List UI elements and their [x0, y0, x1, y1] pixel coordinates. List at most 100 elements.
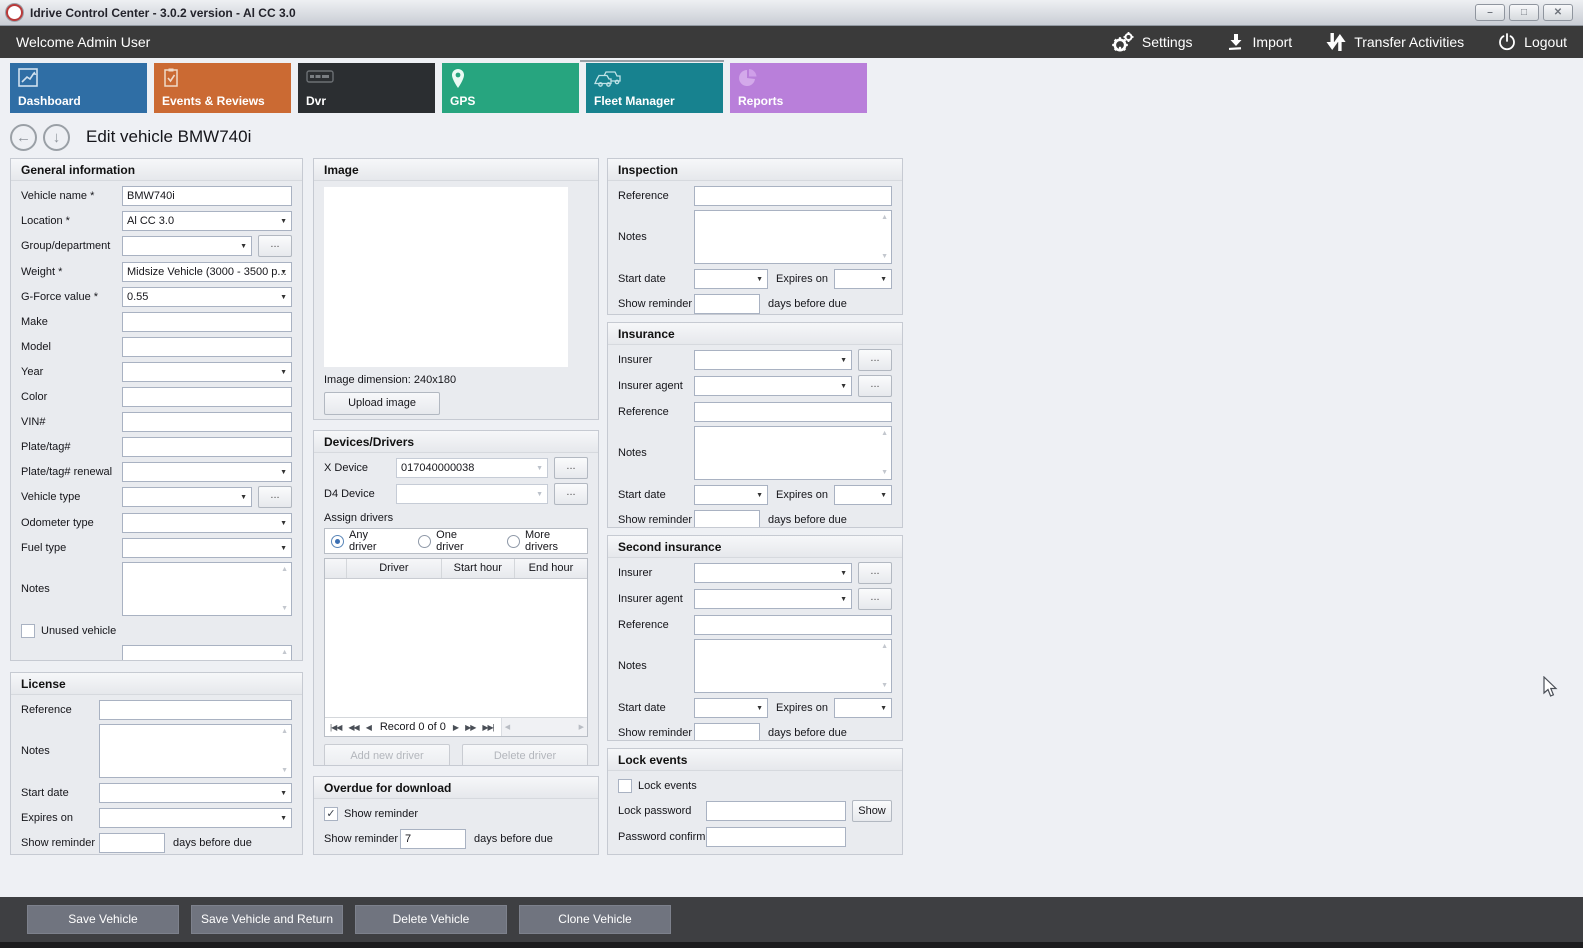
- location-select[interactable]: Al CC 3.0 ▼: [122, 210, 292, 231]
- second-insurance-agent-browse-button[interactable]: ...: [858, 588, 892, 610]
- color-input[interactable]: [122, 386, 292, 407]
- insurance-notes-textarea[interactable]: ▲ ▼: [694, 426, 892, 480]
- insurance-agent-select[interactable]: ▼: [694, 376, 852, 396]
- x-device-label: X Device: [324, 462, 369, 474]
- tab-reports[interactable]: Reports: [730, 63, 867, 113]
- logout-button[interactable]: Logout: [1498, 33, 1567, 51]
- settings-button[interactable]: Settings: [1112, 32, 1193, 52]
- scroll-down-button[interactable]: ↓: [43, 123, 70, 151]
- unused-vehicle-checkbox[interactable]: [21, 623, 35, 638]
- inspection-expires-on-select[interactable]: ▼: [833, 268, 892, 289]
- inspection-notes-textarea[interactable]: ▲ ▼: [694, 210, 892, 264]
- radio-more-drivers[interactable]: More drivers: [507, 529, 581, 553]
- save-vehicle-button[interactable]: Save Vehicle: [27, 905, 179, 934]
- inspection-reference-input[interactable]: [694, 185, 892, 206]
- gforce-select[interactable]: 0.55 ▼: [122, 286, 292, 307]
- make-input[interactable]: [122, 311, 292, 332]
- drivers-col-start-hour[interactable]: Start hour: [442, 559, 515, 578]
- scroll-left-icon[interactable]: ◀: [504, 724, 511, 731]
- unused-reasons-textarea[interactable]: ▲▼: [122, 645, 292, 660]
- nav-last-icon[interactable]: ▶▶|: [482, 722, 494, 732]
- tab-fleet-manager-label: Fleet Manager: [594, 94, 675, 108]
- license-notes-textarea[interactable]: ▲ ▼: [99, 724, 292, 778]
- nav-fast-prev-icon[interactable]: ◀◀: [348, 722, 359, 732]
- drivers-col-driver[interactable]: Driver: [347, 559, 442, 578]
- x-device-browse-button[interactable]: ...: [554, 457, 588, 479]
- password-confirm-input[interactable]: [706, 826, 846, 847]
- license-reference-input[interactable]: [99, 699, 292, 720]
- save-vehicle-and-return-button[interactable]: Save Vehicle and Return: [191, 905, 343, 934]
- maximize-button[interactable]: □: [1509, 4, 1539, 21]
- group-department-browse-button[interactable]: ...: [258, 235, 292, 257]
- spin-down-icon: ▼: [281, 605, 288, 612]
- lock-events-checkbox[interactable]: [618, 778, 632, 793]
- d4-device-browse-button[interactable]: ...: [554, 483, 588, 505]
- insurance-expires-on-select[interactable]: ▼: [833, 484, 892, 505]
- lock-password-input[interactable]: [706, 801, 846, 821]
- plate-renewal-select[interactable]: ▼: [122, 461, 292, 482]
- second-insurance-show-reminder-input[interactable]: [694, 722, 760, 740]
- vehicle-type-select[interactable]: ▼: [122, 487, 252, 507]
- horizontal-scrollbar[interactable]: ◀ ▶: [500, 718, 587, 736]
- insurance-agent-browse-button[interactable]: ...: [858, 375, 892, 397]
- nav-prev-icon[interactable]: ◀: [365, 722, 372, 732]
- license-expires-on-select[interactable]: ▼: [99, 807, 292, 828]
- inspection-show-reminder-input[interactable]: [694, 293, 760, 314]
- transfer-activities-button[interactable]: Transfer Activities: [1326, 32, 1464, 52]
- license-start-date-select[interactable]: ▼: [99, 782, 292, 803]
- license-show-reminder-input[interactable]: [99, 832, 165, 853]
- fuel-type-select[interactable]: ▼: [122, 537, 292, 558]
- add-new-driver-button[interactable]: Add new driver: [324, 744, 450, 765]
- nav-fast-next-icon[interactable]: ▶▶: [465, 722, 476, 732]
- inspection-start-date-select[interactable]: ▼: [694, 268, 768, 289]
- second-insurance-notes-textarea[interactable]: ▲ ▼: [694, 639, 892, 693]
- d4-device-select[interactable]: ▼: [396, 484, 548, 504]
- overdue-show-reminder-checkbox[interactable]: ✓: [324, 806, 338, 821]
- x-device-select[interactable]: 017040000038 ▼: [396, 458, 548, 478]
- delete-vehicle-button[interactable]: Delete Vehicle: [355, 905, 507, 934]
- weight-select[interactable]: Midsize Vehicle (3000 - 3500 p... ▼: [122, 261, 292, 282]
- close-button[interactable]: ✕: [1543, 4, 1573, 21]
- vehicle-name-input[interactable]: [122, 185, 292, 206]
- insurance-reference-input[interactable]: [694, 401, 892, 422]
- year-select[interactable]: ▼: [122, 361, 292, 382]
- plate-tag-input[interactable]: [122, 436, 292, 457]
- second-insurance-expires-on-select[interactable]: ▼: [833, 697, 892, 718]
- upload-image-button[interactable]: Upload image: [324, 392, 440, 415]
- insurance-insurer-select[interactable]: ▼: [694, 350, 852, 370]
- tab-dashboard[interactable]: Dashboard: [10, 63, 147, 113]
- second-insurance-start-date-select[interactable]: ▼: [694, 697, 768, 718]
- insurance-show-reminder-input[interactable]: [694, 509, 760, 527]
- show-password-button[interactable]: Show: [852, 800, 892, 822]
- group-department-select[interactable]: ▼: [122, 236, 252, 256]
- delete-driver-button[interactable]: Delete driver: [462, 744, 588, 765]
- vehicle-type-browse-button[interactable]: ...: [258, 486, 292, 508]
- minimize-button[interactable]: –: [1475, 4, 1505, 21]
- tab-dvr[interactable]: Dvr: [298, 63, 435, 113]
- radio-any-driver[interactable]: Any driver: [331, 529, 394, 553]
- odometer-type-select[interactable]: ▼: [122, 512, 292, 533]
- second-insurance-agent-select[interactable]: ▼: [694, 589, 852, 609]
- nav-next-icon[interactable]: ▶: [452, 722, 459, 732]
- notes-textarea[interactable]: ▲ ▼: [122, 562, 292, 616]
- drivers-col-end-hour[interactable]: End hour: [528, 562, 574, 574]
- clone-vehicle-button[interactable]: Clone Vehicle: [519, 905, 671, 934]
- nav-first-icon[interactable]: |◀◀: [330, 722, 342, 732]
- back-button[interactable]: ←: [10, 123, 37, 151]
- import-button[interactable]: Import: [1227, 33, 1293, 51]
- model-input[interactable]: [122, 336, 292, 357]
- scroll-right-icon[interactable]: ▶: [578, 724, 584, 731]
- second-insurance-insurer-select[interactable]: ▼: [694, 563, 852, 583]
- second-insurance-reference-input[interactable]: [694, 614, 892, 635]
- insurance-start-date-select[interactable]: ▼: [694, 484, 768, 505]
- radio-one-driver[interactable]: One driver: [418, 529, 483, 553]
- second-insurance-insurer-browse-button[interactable]: ...: [858, 562, 892, 584]
- tab-gps[interactable]: GPS: [442, 63, 579, 113]
- tab-fleet-manager[interactable]: Fleet Manager: [586, 63, 723, 113]
- import-label: Import: [1252, 34, 1293, 50]
- insurance-insurer-browse-button[interactable]: ...: [858, 349, 892, 371]
- overdue-reminder-input[interactable]: [400, 828, 466, 849]
- overdue-days-before-due-label: days before due: [474, 832, 553, 845]
- tab-events-reviews[interactable]: Events & Reviews: [154, 63, 291, 113]
- vin-input[interactable]: [122, 411, 292, 432]
